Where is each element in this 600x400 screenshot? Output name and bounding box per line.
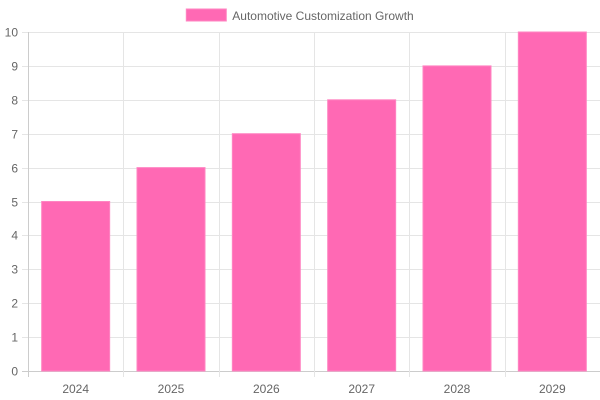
legend-label[interactable]: Automotive Customization Growth [232,9,413,23]
y-tick-label: 0 [11,365,18,379]
x-tick-label: 2026 [253,382,280,396]
y-tick-label: 4 [11,229,18,243]
y-tick-label: 9 [11,60,18,74]
y-tick-label: 2 [11,297,18,311]
x-tick-label: 2027 [348,382,375,396]
bar-2026[interactable] [231,133,301,372]
x-tick-label: 2025 [158,382,185,396]
y-tick-label: 5 [11,196,18,210]
bar-2027[interactable] [327,99,397,372]
y-tick-label: 8 [11,94,18,108]
y-tick-label: 1 [11,331,18,345]
y-tick-label: 6 [11,162,18,176]
x-tick-label: 2028 [444,382,471,396]
axis-layer: 0 1 2 3 4 5 6 7 8 9 10 2024 2025 2026 2027 2028 2029 [5,26,566,397]
x-tick-label: 2029 [539,382,566,396]
legend-swatch[interactable] [185,8,227,22]
y-tick-label: 7 [11,128,18,142]
grid-layer [22,32,600,377]
y-tick-label: 10 [5,26,19,40]
bar-2028[interactable] [422,65,492,372]
bars-layer [41,31,587,372]
x-tick-label: 2024 [62,382,89,396]
y-tick-label: 3 [11,263,18,277]
bar-2024[interactable] [41,201,111,372]
bar-2025[interactable] [136,167,206,372]
bar-2029[interactable] [517,31,587,372]
legend[interactable]: Automotive Customization Growth [185,8,414,23]
